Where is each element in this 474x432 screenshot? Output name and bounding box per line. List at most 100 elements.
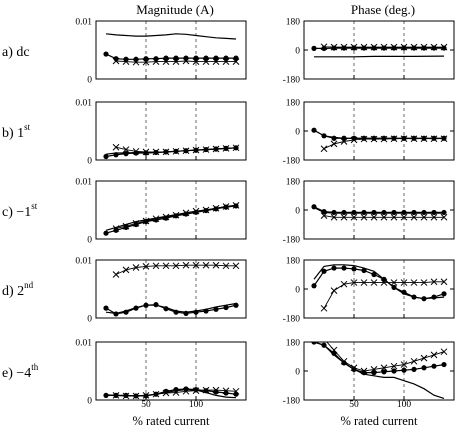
dot-point: [341, 265, 347, 271]
dot-point: [331, 135, 337, 141]
dot-point: [103, 153, 109, 160]
cross-point: [142, 58, 150, 66]
dot-point: [233, 391, 239, 397]
row-label: e) −4th: [2, 362, 39, 381]
y-tick-label: -180: [283, 236, 301, 246]
cross-point: [202, 146, 210, 153]
dot-point: [103, 392, 109, 398]
phase-panel: -180 0 180: [283, 18, 455, 86]
cross-point: [112, 57, 120, 65]
dot-point: [311, 342, 317, 345]
plot-area: [311, 342, 448, 399]
cross-point: [360, 43, 368, 51]
dot-point: [381, 209, 387, 216]
panel-frame: [95, 259, 247, 319]
dot-point: [341, 45, 347, 51]
cross-point: [400, 361, 408, 368]
cross-point: [400, 279, 408, 286]
dot-point: [183, 310, 189, 316]
dot-point: [421, 365, 427, 371]
dot-point: [381, 45, 387, 51]
dot-point: [133, 305, 139, 311]
cross-point: [212, 386, 220, 394]
phase-panel: -180 0 180 50 100: [283, 339, 455, 410]
dot-point: [361, 209, 367, 216]
cross-point: [350, 213, 358, 221]
dot-point: [421, 296, 427, 302]
y-tick-label: 180: [286, 178, 301, 188]
cross-point: [192, 261, 200, 269]
dot-point: [371, 45, 377, 51]
cross-point: [360, 279, 368, 286]
plot-area: [103, 386, 240, 400]
cross-point: [132, 264, 140, 271]
cross-point: [202, 58, 210, 65]
column-title-phase: Phase (deg.): [351, 2, 415, 17]
cross-point: [112, 271, 120, 278]
cross-point: [122, 146, 130, 153]
cross-point: [330, 140, 338, 148]
dot-point: [421, 209, 427, 216]
cross-point: [320, 145, 328, 153]
phase-panel: -180 0 180: [283, 178, 455, 246]
dot-point: [183, 55, 189, 61]
x-tick-label: 50: [141, 400, 151, 410]
cross-point: [320, 212, 328, 219]
phase-panel: -180 0 180: [283, 99, 455, 167]
y-tick-label: 0: [87, 315, 92, 325]
dot-point: [123, 151, 129, 157]
panel-frame: [95, 20, 247, 80]
dot-point: [431, 45, 437, 51]
cross-point: [212, 58, 220, 65]
cross-point: [420, 135, 428, 143]
cross-point: [132, 219, 140, 227]
cross-point: [172, 147, 180, 155]
dot-point: [113, 311, 119, 317]
dot-point: [351, 45, 357, 51]
cross-point: [390, 43, 398, 51]
dot-point: [233, 55, 239, 61]
cross-point: [112, 392, 120, 399]
cross-point: [440, 348, 448, 356]
dot-point: [103, 305, 109, 311]
dot-point: [311, 204, 317, 210]
y-tick-label: 180: [286, 18, 301, 28]
cross-point: [232, 262, 240, 270]
dot-point: [401, 45, 407, 51]
cross-point: [410, 135, 418, 143]
cross-point: [152, 262, 160, 270]
cross-point: [162, 262, 170, 270]
dot-point: [371, 209, 377, 216]
magnitude-panel: 00.01: [75, 257, 247, 325]
cross-point: [350, 43, 358, 51]
cross-point: [320, 304, 328, 312]
cross-point: [192, 207, 200, 215]
magnitude-panel: 0 0.01 50 100: [75, 339, 247, 410]
cross-point: [440, 43, 448, 51]
dot-point: [441, 361, 447, 368]
cross-point: [330, 346, 338, 354]
magnitude-panel: 00.01: [75, 178, 247, 246]
dot-point: [203, 55, 209, 61]
cross-point: [162, 389, 170, 397]
y-tick-label: 0: [295, 47, 300, 57]
cross-point: [122, 266, 130, 274]
cross-point: [440, 278, 448, 286]
y-tick-label: 0: [295, 368, 300, 378]
plot-area: [311, 204, 448, 221]
chart-row: e) −4th 0 0.01 50 100 -180 0 180 50 100: [2, 339, 455, 410]
cross-point: [350, 364, 358, 372]
y-tick-label: 0: [295, 207, 300, 217]
plot-area: [311, 264, 448, 312]
dot-point: [133, 56, 139, 62]
panel-frame: [303, 259, 455, 319]
series-line: [105, 33, 237, 40]
magnitude-panel: 00.01: [75, 99, 247, 167]
cross-point: [202, 206, 210, 214]
y-tick-label: 0: [87, 76, 92, 86]
panel-frame: [303, 101, 455, 161]
cross-point: [122, 222, 130, 230]
